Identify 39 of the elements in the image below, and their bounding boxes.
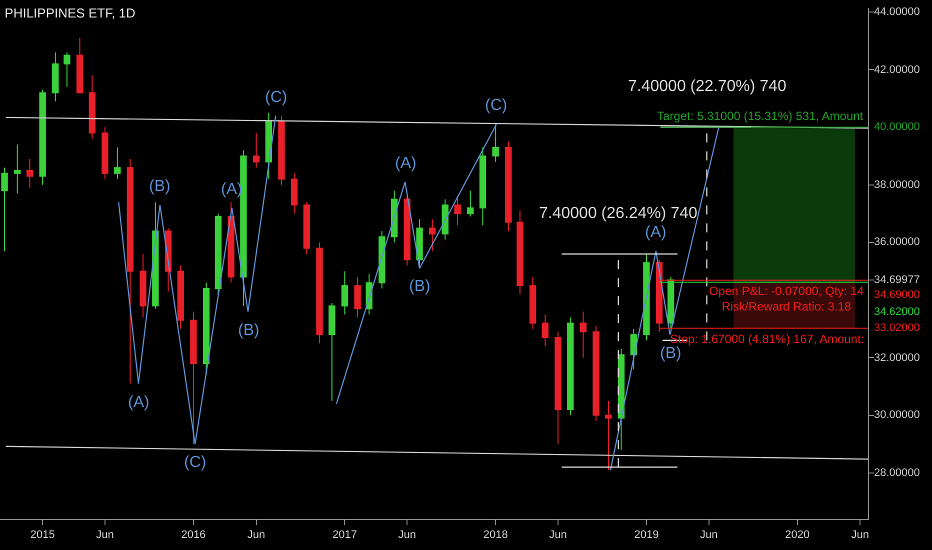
annotation: Open P&L: -0.07000, Qty: 14 Risk/Reward Ratio: 3.18 bbox=[709, 284, 864, 314]
annotation: Target: 5.31000 (15.31%) 531, Amount bbox=[657, 109, 864, 123]
y-tick-label: 36.00000 bbox=[874, 236, 920, 248]
y-tick-label: 30.00000 bbox=[874, 409, 920, 421]
annotation: (C) bbox=[485, 97, 508, 114]
y-tick-label: 32.00000 bbox=[874, 352, 920, 364]
ref-line-label: 34.62000 bbox=[874, 306, 920, 318]
annotation: (B) bbox=[238, 322, 260, 339]
annotation: (C) bbox=[184, 454, 206, 471]
x-tick-label: 2020 bbox=[785, 529, 810, 542]
y-tick-label: 44.00000 bbox=[874, 6, 920, 18]
x-tick-label: Jun bbox=[549, 529, 567, 542]
x-tick-label: Jun bbox=[700, 529, 718, 542]
annotation: (B) bbox=[660, 345, 682, 362]
annotation: (B) bbox=[409, 278, 430, 295]
x-tick-label: Jun bbox=[247, 529, 266, 542]
ref-line-label: 34.69000 bbox=[874, 289, 920, 301]
ref-line-label: 33.02000 bbox=[874, 322, 920, 334]
annotation: (C) bbox=[265, 89, 288, 106]
y-tick-label: 28.00000 bbox=[874, 467, 920, 479]
x-tick-label: 2018 bbox=[483, 529, 508, 542]
annotation: (B) bbox=[149, 178, 170, 195]
x-tick-label: 2019 bbox=[634, 529, 659, 542]
annotation: (A) bbox=[645, 224, 666, 241]
annotation: (A) bbox=[128, 394, 150, 411]
chart-title: PHILIPPINES ETF, 1D bbox=[4, 5, 136, 20]
ref-line-label: 40.00000 bbox=[874, 121, 920, 133]
x-tick-label: Jun bbox=[851, 529, 870, 542]
x-tick-label: 2016 bbox=[181, 529, 206, 542]
annotation: (A) bbox=[395, 155, 416, 172]
x-tick-label: 2015 bbox=[30, 529, 55, 542]
y-tick-label: 38.00000 bbox=[874, 179, 920, 191]
annotation: 7.40000 (26.24%) 740 bbox=[539, 205, 698, 222]
x-tick-label: Jun bbox=[398, 529, 416, 542]
y-tick-label: 42.00000 bbox=[874, 64, 920, 76]
x-tick-label: Jun bbox=[96, 529, 114, 542]
annotation: 7.40000 (22.70%) 740 bbox=[628, 78, 786, 95]
y-tick-label: 34.69977 bbox=[874, 274, 920, 286]
x-tick-label: 2017 bbox=[332, 529, 357, 542]
